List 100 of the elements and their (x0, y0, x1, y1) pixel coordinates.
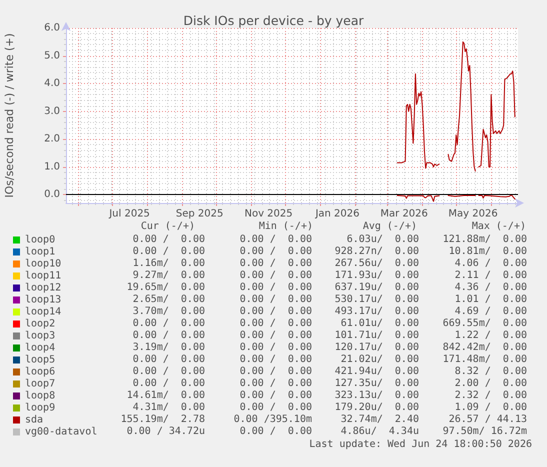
text: 26.57 / 44.13 (448, 414, 527, 426)
text: 0.00 / 0.00 (240, 294, 312, 306)
text: 121.88m/ 0.00 (442, 234, 527, 246)
y-axis-title: IOs/second read (-) / write (+) (3, 33, 16, 198)
text: 6.03u/ 0.00 (346, 234, 419, 246)
text: 323.13u/ 0.00 (334, 390, 419, 402)
text: 3.70m/ 0.00 (132, 306, 205, 318)
legend-label: loop0 (25, 234, 56, 246)
text: 928.27n/ 0.00 (334, 246, 419, 258)
text: 0.00 / 0.00 (240, 378, 312, 390)
legend-label: loop8 (25, 390, 56, 402)
text: 0.00 / 0.00 (132, 366, 205, 378)
text: 0.00 / 0.00 (240, 270, 312, 282)
legend-label: loop14 (25, 306, 62, 318)
text: 10.81m/ 0.00 (448, 246, 527, 258)
text: 4.31m/ 0.00 (132, 402, 205, 414)
text: 267.56u/ 0.00 (334, 258, 419, 270)
legend-label: loop12 (25, 282, 62, 294)
legend-label: loop9 (25, 402, 56, 414)
text: 19.65m/ 0.00 (126, 282, 205, 294)
text: 2.00 / 0.00 (454, 378, 527, 390)
text: 101.71u/ 0.00 (334, 330, 419, 342)
text: 0.00 / 0.00 (240, 402, 312, 414)
text: 0.00 / 0.00 (240, 390, 312, 402)
text: Cur (-/+) (140, 221, 195, 233)
text: 1.16m/ 0.00 (132, 258, 205, 270)
text: 32.74m/ 2.40 (340, 414, 419, 426)
legend-label: loop5 (25, 354, 56, 366)
text: 842.42m/ 0.00 (442, 342, 527, 354)
x-tick-label: May 2026 (448, 208, 498, 220)
x-tick-label: Nov 2025 (244, 208, 293, 220)
legend-label: loop2 (25, 318, 56, 330)
text: 669.55m/ 0.00 (442, 318, 527, 330)
text: 530.17u/ 0.00 (334, 294, 419, 306)
text: 0.00 / 34.72u (126, 426, 205, 438)
y-tick-label: 6.0 (44, 22, 60, 34)
text: 0.00 / 0.00 (240, 258, 312, 270)
text: 8.32 / 0.00 (454, 366, 527, 378)
legend-label: vg00-datavol (25, 426, 98, 438)
text: 0.00 / 0.00 (132, 378, 205, 390)
y-tick-label: 5.0 (44, 50, 60, 62)
text: Max (-/+) (472, 221, 526, 233)
legend-label: loop11 (25, 270, 62, 282)
legend-label: loop4 (25, 342, 56, 354)
text: 120.17u/ 0.00 (334, 342, 419, 354)
text: 1.22 / 0.00 (454, 330, 527, 342)
text: 0.00 / 0.00 (240, 246, 312, 258)
y-tick-label: 1.0 (44, 161, 60, 172)
text: 0.00 /395.10m (234, 414, 312, 426)
text: 4.36 / 0.00 (454, 282, 527, 294)
text: 637.19u/ 0.00 (334, 282, 419, 294)
legend-label: loop13 (25, 294, 62, 306)
y-tick-label: 2.0 (44, 134, 60, 145)
text: 9.27m/ 0.00 (132, 270, 205, 282)
text: 3.19m/ 0.00 (132, 342, 205, 354)
legend-label: loop6 (25, 366, 56, 378)
text: 0.00 / 0.00 (132, 246, 205, 258)
y-tick-label: 4.0 (44, 78, 60, 90)
text: 171.93u/ 0.00 (334, 270, 419, 282)
text: 4.06 / 0.00 (454, 258, 527, 270)
text: 0.00 / 0.00 (240, 318, 312, 330)
text: 2.32 / 0.00 (454, 390, 527, 402)
text: 0.00 / 0.00 (240, 330, 312, 342)
x-tick-label: Sep 2025 (176, 208, 224, 220)
text: 4.86u/ 4.34u (340, 426, 419, 438)
chart-title: Disk IOs per device - by year (183, 13, 364, 28)
text: 0.00 / 0.00 (132, 354, 205, 366)
text: 179.20u/ 0.00 (334, 402, 419, 414)
text: 1.01 / 0.00 (454, 294, 527, 306)
text: 0.00 / 0.00 (132, 234, 205, 246)
legend-label: loop3 (25, 330, 56, 342)
text: 0.00 / 0.00 (240, 366, 312, 378)
text: 127.35u/ 0.00 (334, 378, 419, 390)
legend-label: loop10 (25, 258, 62, 270)
text: 97.50m/ 16.72m (442, 426, 527, 438)
y-tick-label: 3.0 (44, 106, 60, 117)
text: 14.61m/ 0.00 (126, 390, 205, 402)
text: 4.69 / 0.00 (454, 306, 527, 318)
text: 155.19m/ 2.78 (120, 414, 205, 426)
text: 2.11 / 0.00 (454, 270, 527, 282)
text: 0.00 / 0.00 (132, 318, 205, 330)
text: 2.65m/ 0.00 (132, 294, 205, 306)
text: 421.94u/ 0.00 (334, 366, 419, 378)
legend-label: loop1 (25, 246, 56, 258)
x-tick-label: Mar 2026 (380, 208, 428, 220)
text: Min (-/+) (258, 221, 313, 233)
x-tick-label: Jan 2026 (314, 208, 360, 220)
text: 0.00 / 0.00 (132, 330, 205, 342)
text: 171.48m/ 0.00 (442, 354, 527, 366)
legend-label: sda (25, 414, 44, 426)
text: 0.00 / 0.00 (240, 282, 312, 294)
legend-label: loop7 (25, 378, 56, 390)
text: 0.00 / 0.00 (240, 234, 312, 246)
text: 493.17u/ 0.00 (334, 306, 419, 318)
text: 1.09 / 0.00 (454, 402, 527, 414)
text: 0.00 / 0.00 (240, 342, 312, 354)
text: 0.00 / 0.00 (240, 306, 312, 318)
y-tick-label: 0.0 (44, 189, 60, 200)
x-tick-label: Jul 2025 (108, 208, 150, 220)
text: 21.02u/ 0.00 (340, 354, 419, 366)
